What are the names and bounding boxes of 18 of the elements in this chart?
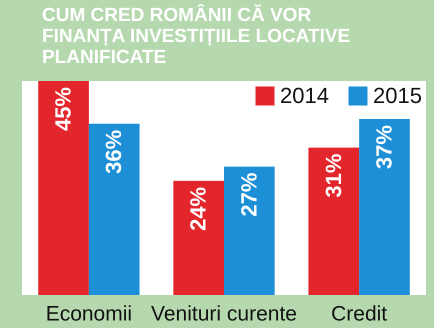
legend-label: 2014 xyxy=(280,83,329,108)
x-tick-label: Economii xyxy=(46,302,132,326)
bar xyxy=(38,81,89,295)
data-label: 24% xyxy=(186,186,211,231)
x-tick-label: Credit xyxy=(331,302,388,326)
bar xyxy=(224,166,275,295)
chart-title: CUM CRED ROMÂNII CĂ VOR FINANȚA INVESTIȚIILE LOCATIVE PLANIFICATE xyxy=(42,3,350,68)
x-tick-label: Venituri curente xyxy=(151,302,297,326)
bar xyxy=(359,119,410,295)
data-label: 45% xyxy=(50,87,76,132)
data-label: 27% xyxy=(236,172,262,217)
bar xyxy=(88,124,140,295)
legend-label: 2015 xyxy=(373,83,422,108)
data-label: 36% xyxy=(101,130,126,174)
data-label: 31% xyxy=(320,154,346,198)
bar xyxy=(173,180,224,295)
data-label: 37% xyxy=(371,125,396,170)
bar xyxy=(308,148,360,295)
